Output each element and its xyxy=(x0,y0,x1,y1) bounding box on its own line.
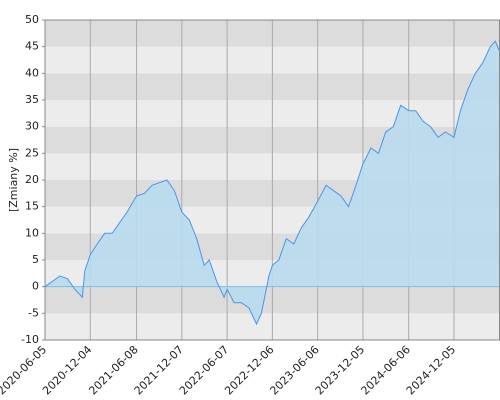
area xyxy=(45,41,500,325)
y-tick-label: 50 xyxy=(25,13,39,26)
y-tick-label: 30 xyxy=(25,120,39,133)
y-tick-label: 40 xyxy=(25,66,39,79)
x-tick-label: 2024-12-05 xyxy=(404,343,458,397)
y-tick-label: 5 xyxy=(32,253,39,266)
y-tick-label: -10 xyxy=(21,333,39,346)
y-tick-label: 35 xyxy=(25,93,39,106)
y-tick-label: 15 xyxy=(25,200,39,213)
y-tick-label: 0 xyxy=(32,280,39,293)
y-tick-label: 45 xyxy=(25,40,39,53)
y-tick-label: 20 xyxy=(25,173,39,186)
y-tick-label: -5 xyxy=(28,306,39,319)
y-axis-label: [Zmiany %] xyxy=(7,148,20,212)
y-tick-label: 25 xyxy=(25,146,39,159)
line xyxy=(44,40,500,326)
y-tick-label: 10 xyxy=(25,226,39,239)
